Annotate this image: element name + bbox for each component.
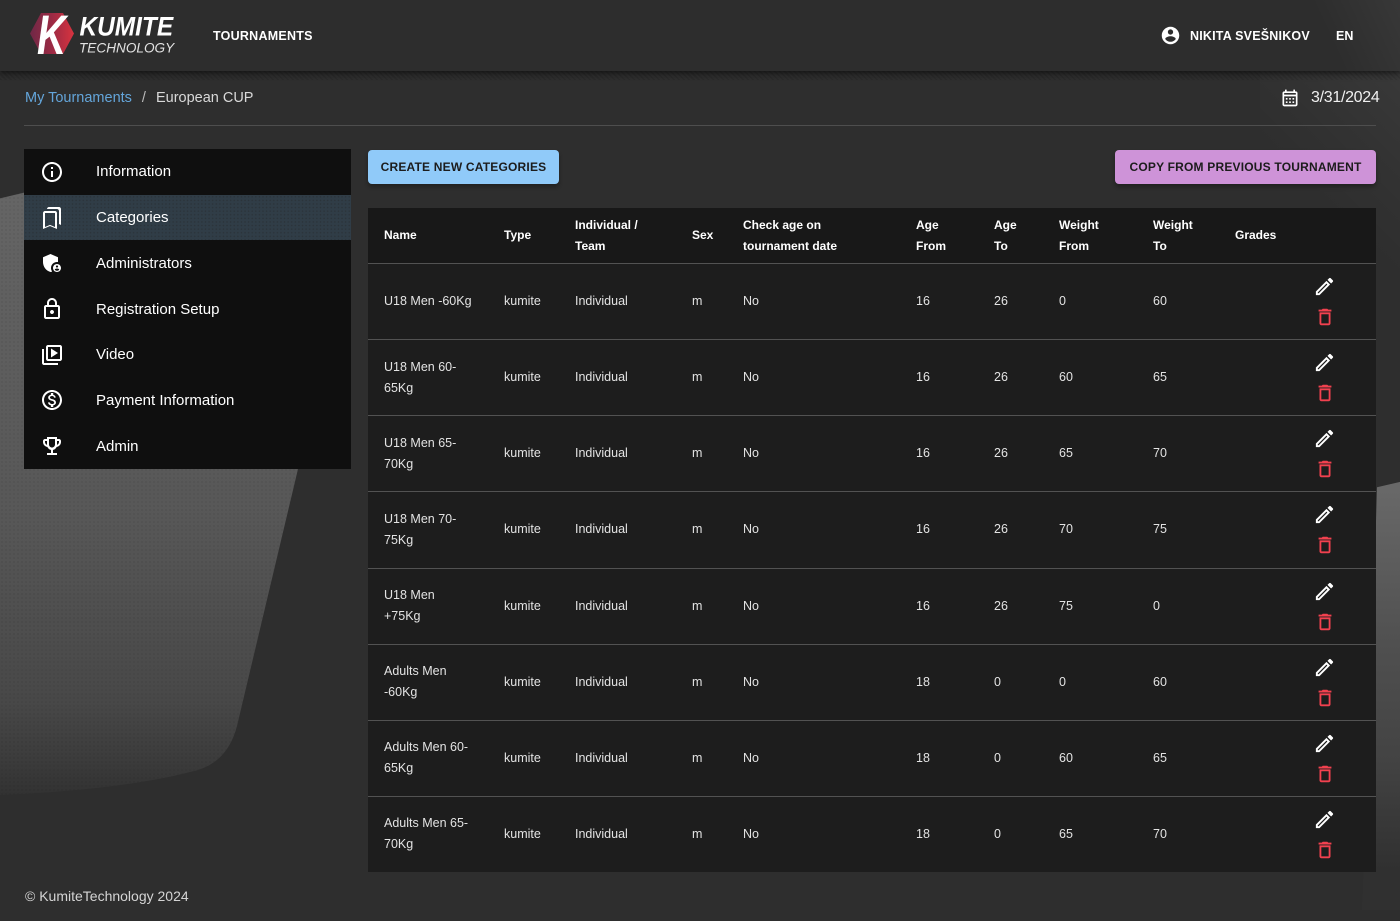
- svg-text:K: K: [37, 12, 69, 60]
- svg-text:TECHNOLOGY: TECHNOLOGY: [79, 41, 175, 56]
- svg-text:KUMITE: KUMITE: [80, 12, 174, 41]
